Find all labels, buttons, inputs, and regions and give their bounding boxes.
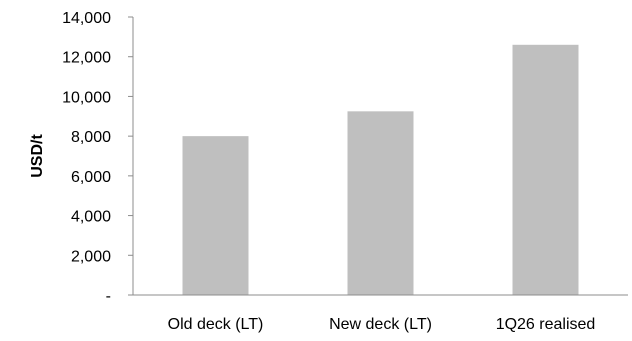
x-category-label: 1Q26 realised (496, 316, 596, 333)
y-tick-label: 10,000 (62, 89, 111, 106)
bar (182, 136, 249, 295)
x-axis-labels: Old deck (LT) New deck (LT) 1Q26 realised (168, 316, 596, 333)
bars (182, 44, 579, 295)
y-tick-label: 8,000 (71, 129, 111, 146)
y-tick-label: 4,000 (71, 209, 111, 226)
bar (512, 44, 579, 295)
y-tick-label: 12,000 (62, 50, 111, 67)
x-category-label: New deck (LT) (329, 316, 432, 333)
y-tick-label: 14,000 (62, 10, 111, 27)
y-tick-label: 6,000 (71, 169, 111, 186)
y-tick-label: - (106, 288, 111, 305)
y-tick-label: 2,000 (71, 248, 111, 265)
y-axis-ticks: - 2,000 4,000 6,000 8,000 10,000 12,000 14,000 (62, 10, 133, 305)
x-category-label: Old deck (LT) (168, 316, 264, 333)
bar (347, 111, 414, 295)
y-axis-title: USD/t (29, 134, 46, 178)
